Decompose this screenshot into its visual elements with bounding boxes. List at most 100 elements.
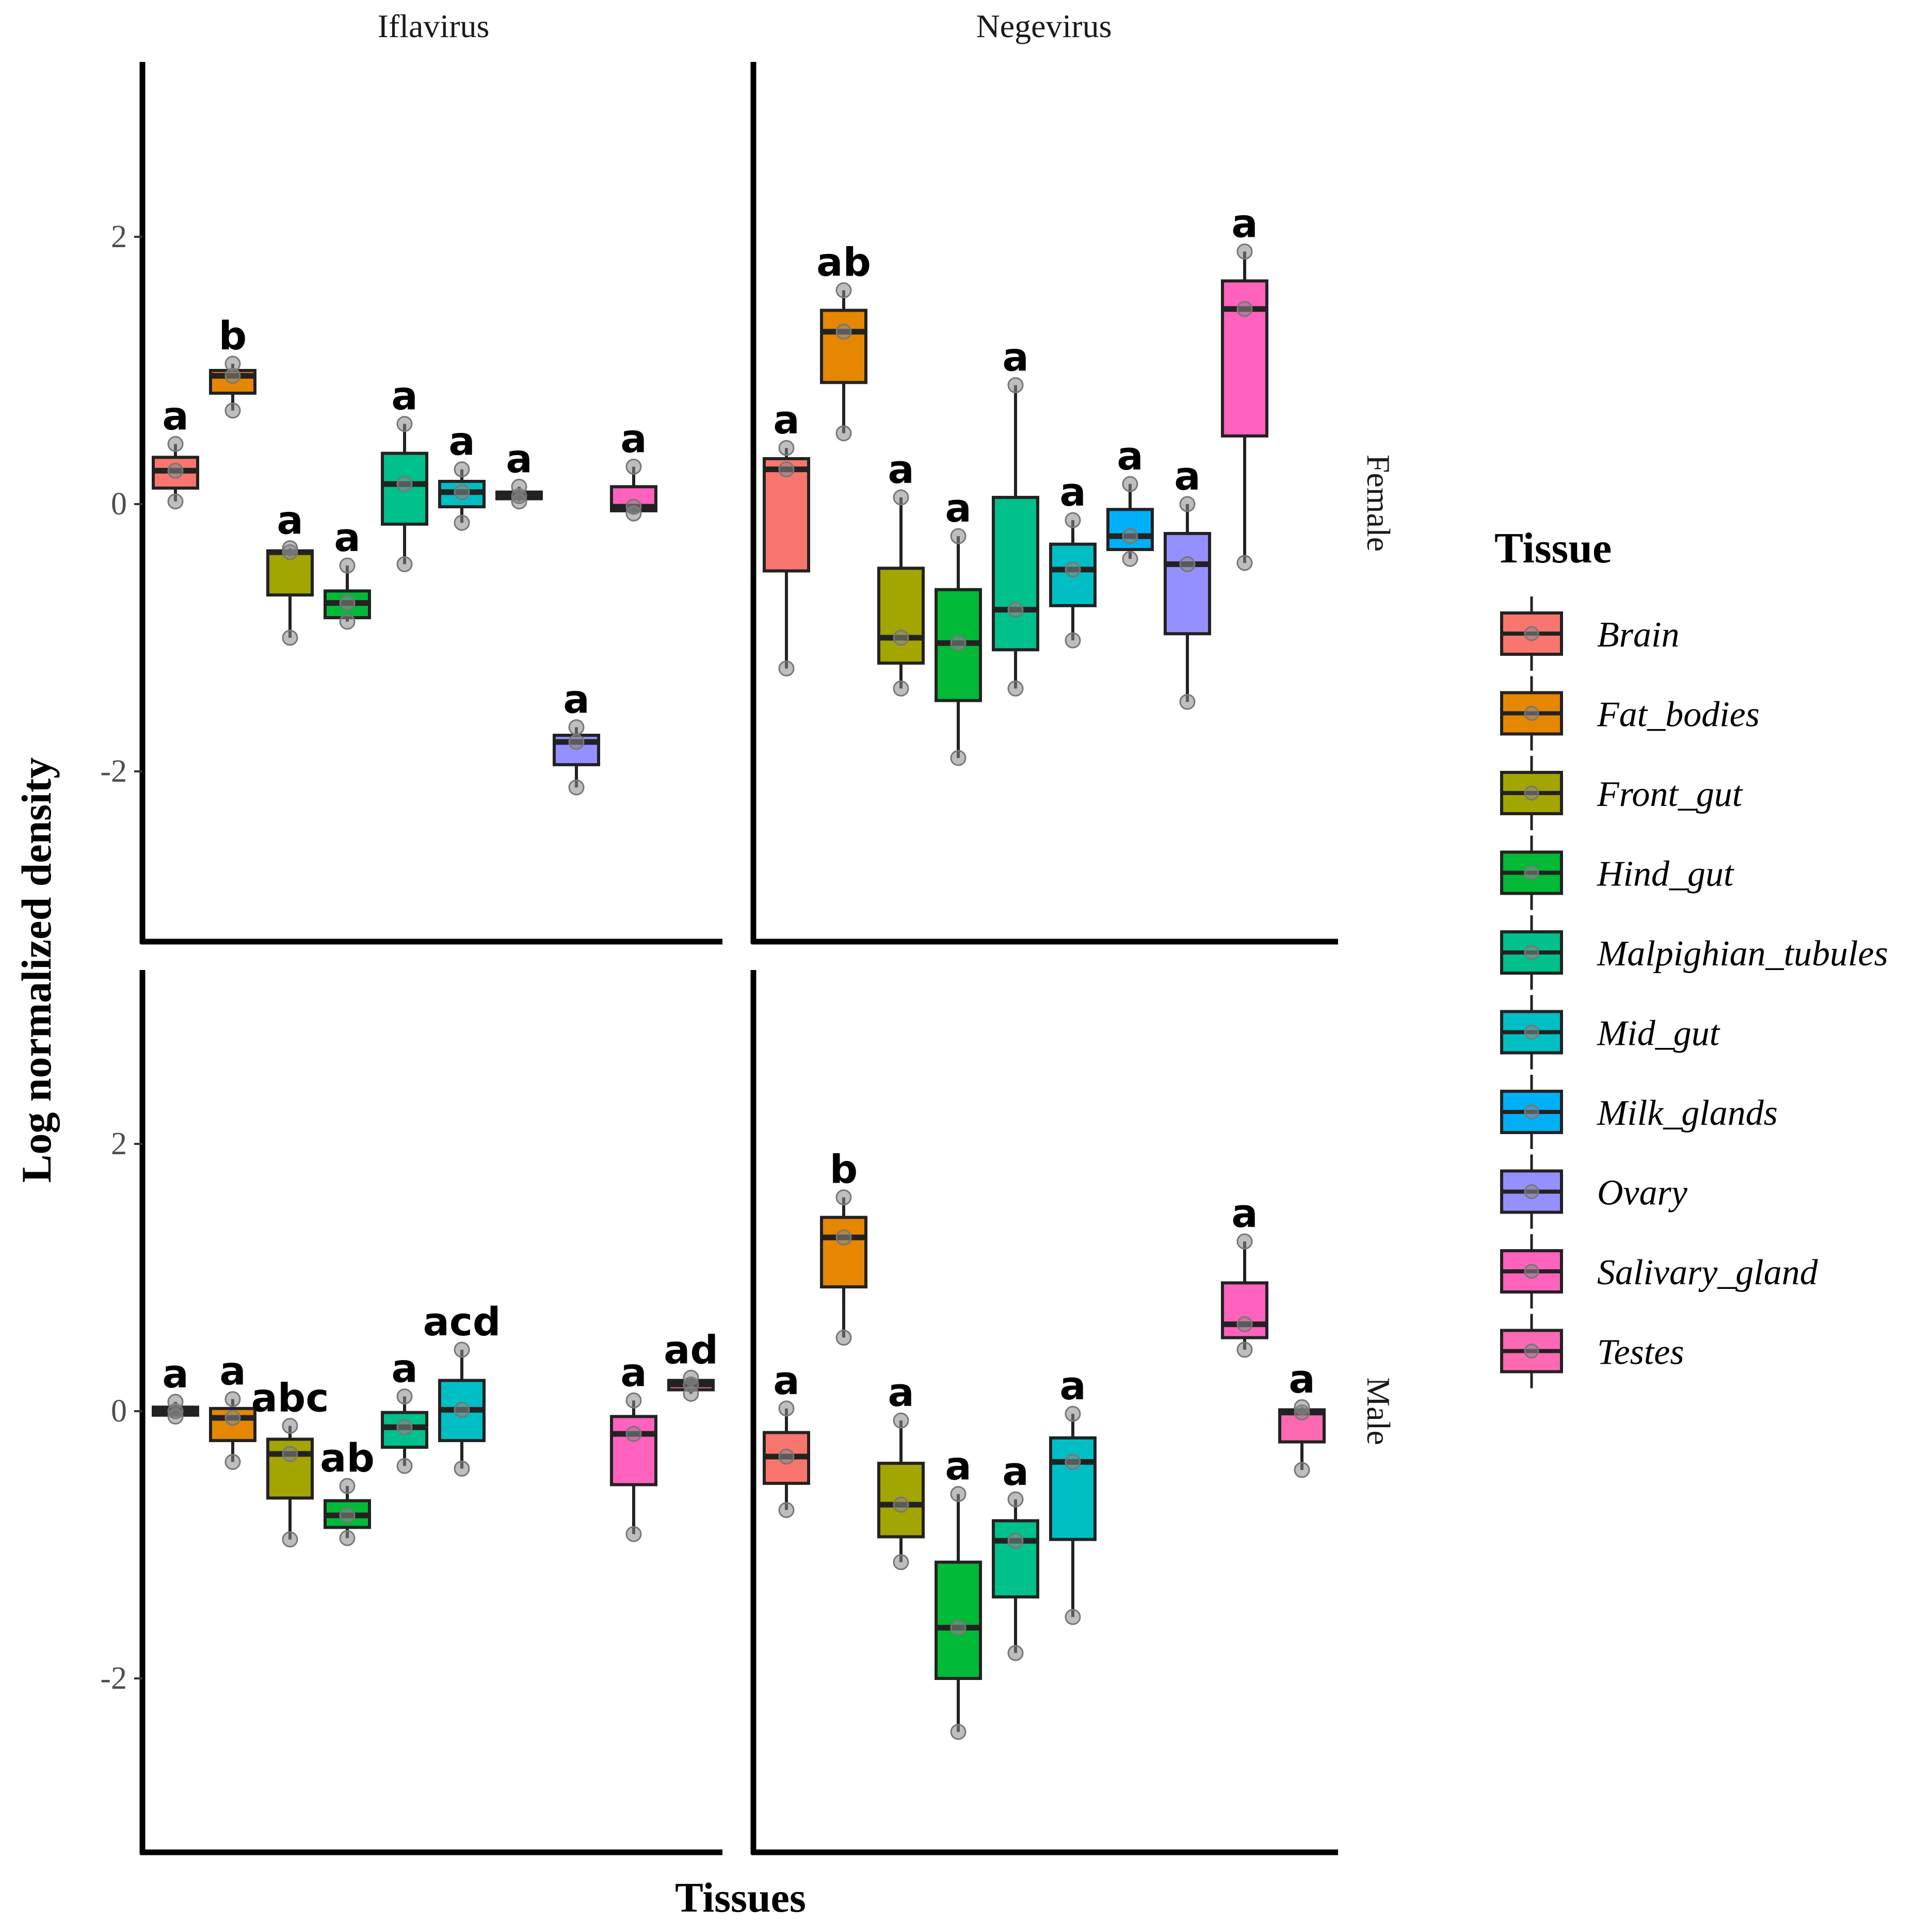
- significance-letter: ad: [664, 1327, 718, 1372]
- legend-point: [1524, 1344, 1539, 1359]
- box-hind_gut: a: [324, 514, 371, 630]
- significance-letter: a: [1002, 334, 1028, 380]
- box-milk_glands: a: [1106, 433, 1154, 567]
- significance-letter: a: [1231, 1190, 1258, 1236]
- data-point: [950, 1486, 967, 1502]
- significance-letter: a: [448, 418, 475, 464]
- legend-label: Front_gut: [1597, 774, 1743, 814]
- data-point: [835, 282, 852, 299]
- data-point: [224, 1391, 241, 1408]
- data-point: [282, 1531, 298, 1548]
- legend-item-brain: Brain: [1500, 596, 1679, 671]
- box-body: [1164, 531, 1211, 636]
- legend: Tissue Brain Fat_bodies Front_gut Hind_gut M…: [1494, 524, 1888, 1388]
- significance-letter: a: [620, 415, 647, 461]
- significance-letter: b: [830, 1146, 858, 1192]
- significance-letter: a: [888, 1369, 914, 1415]
- data-point: [778, 1448, 795, 1465]
- data-point: [282, 540, 298, 556]
- data-point: [568, 779, 585, 796]
- strip-title-male: Male: [1360, 1377, 1397, 1445]
- box-fat_bodies: a: [209, 1348, 256, 1470]
- box-fat_bodies: ab: [816, 239, 871, 442]
- significance-letter: a: [563, 676, 589, 722]
- legend-point: [1524, 945, 1539, 960]
- significance-letter: a: [888, 446, 914, 492]
- box-front_gut: a: [877, 446, 925, 697]
- data-point: [893, 1496, 909, 1513]
- significance-letter: a: [773, 1358, 799, 1403]
- significance-letter: a: [219, 1348, 246, 1394]
- significance-letter: a: [391, 373, 417, 419]
- significance-letter: a: [1059, 469, 1086, 515]
- data-point: [1007, 1532, 1024, 1549]
- box-body: [820, 309, 867, 384]
- data-point: [683, 1369, 699, 1386]
- data-point: [1179, 693, 1196, 710]
- significance-letter: ab: [320, 1435, 375, 1481]
- legend-label: Brain: [1597, 615, 1679, 655]
- legend-item-ovary: Ovary: [1500, 1154, 1688, 1229]
- data-point: [835, 1330, 852, 1346]
- data-point: [625, 1426, 642, 1442]
- data-point: [893, 1554, 909, 1571]
- box-milk_glands: a: [495, 435, 543, 510]
- significance-letter: b: [219, 313, 247, 359]
- legend-items: Brain Fat_bodies Front_gut Hind_gut Malpighi…: [1500, 596, 1888, 1388]
- legend-label: Salivary_gland: [1597, 1253, 1818, 1292]
- data-point: [778, 660, 795, 677]
- x-axis-title: Tissues: [675, 1874, 806, 1921]
- box-body: [992, 496, 1039, 652]
- legend-point: [1524, 1104, 1539, 1120]
- data-point: [339, 557, 356, 574]
- significance-letter: acd: [423, 1299, 501, 1345]
- data-point: [950, 528, 967, 544]
- significance-letter: a: [1231, 200, 1258, 246]
- legend-label: Milk_glands: [1597, 1093, 1778, 1133]
- data-point: [339, 613, 356, 630]
- strip-title-female: Female: [1360, 455, 1397, 552]
- legend-title: Tissue: [1494, 524, 1612, 572]
- box-body: [877, 567, 925, 665]
- data-point: [167, 493, 184, 510]
- data-point: [1065, 561, 1081, 578]
- significance-letter: a: [391, 1346, 417, 1392]
- data-point: [339, 1507, 356, 1524]
- y-axis-title: Log normalized density: [13, 757, 60, 1183]
- box-front_gut: a: [266, 497, 314, 646]
- box-mid_gut: a: [1049, 1363, 1097, 1625]
- box-body: [992, 1519, 1039, 1599]
- data-point: [1065, 1609, 1081, 1625]
- data-point: [167, 462, 184, 479]
- data-point: [835, 1229, 852, 1246]
- strip-title-negevirus: Negevirus: [976, 8, 1112, 44]
- box-ovary: a: [553, 676, 600, 796]
- data-point: [950, 1620, 967, 1636]
- data-point: [950, 635, 967, 651]
- box-brain: a: [763, 1358, 810, 1518]
- significance-letter: a: [1059, 1363, 1086, 1409]
- y-tick-label: -2: [100, 1661, 127, 1696]
- data-point: [835, 324, 852, 340]
- box-body: [820, 1216, 867, 1289]
- significance-letter: a: [1002, 1448, 1028, 1494]
- significance-letter: a: [1289, 1356, 1315, 1402]
- y-tick-label: 0: [111, 1394, 127, 1429]
- legend-point: [1524, 785, 1539, 801]
- box-body: [1049, 1436, 1097, 1541]
- legend-item-front_gut: Front_gut: [1500, 756, 1743, 830]
- data-point: [511, 478, 527, 495]
- data-point: [1065, 1405, 1081, 1422]
- data-point: [454, 1401, 470, 1418]
- data-point: [778, 1400, 795, 1417]
- box-body: [763, 457, 810, 573]
- significance-letter: a: [506, 435, 532, 481]
- box-hind_gut: ab: [320, 1435, 375, 1546]
- data-point: [1294, 1399, 1310, 1415]
- data-point: [1294, 1462, 1310, 1478]
- y-tick-label: 0: [111, 487, 127, 522]
- box-testes: a: [1278, 1356, 1326, 1478]
- data-point: [454, 461, 470, 478]
